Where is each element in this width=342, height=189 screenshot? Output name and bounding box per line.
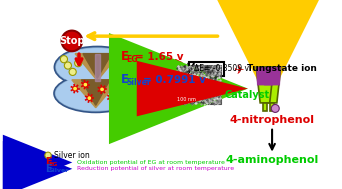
Text: E: E [45, 164, 52, 174]
Text: Oxidation potential of EG at room temperature: Oxidation potential of EG at room temper… [77, 160, 225, 165]
Polygon shape [270, 103, 275, 111]
FancyBboxPatch shape [175, 65, 221, 105]
Text: Stop: Stop [59, 36, 84, 46]
Text: E: E [121, 73, 129, 86]
Text: Catalyst: Catalyst [224, 90, 269, 100]
Text: E: E [45, 157, 52, 167]
Text: Silver: Silver [49, 168, 69, 173]
Polygon shape [81, 80, 110, 105]
Polygon shape [256, 67, 274, 103]
Text: Reduction potential of silver at room temperature: Reduction potential of silver at room te… [77, 166, 235, 171]
Text: 4-aminophenol: 4-aminophenol [225, 155, 319, 165]
Text: EG: EG [127, 55, 138, 64]
Text: Silver: Silver [127, 78, 151, 87]
Polygon shape [95, 54, 100, 81]
Text: EG: EG [49, 162, 58, 167]
Text: 100 nm: 100 nm [177, 97, 196, 102]
Text: Tungstate ion: Tungstate ion [247, 64, 317, 73]
Text: E: E [121, 50, 129, 63]
Ellipse shape [56, 76, 136, 111]
Circle shape [73, 86, 77, 91]
Ellipse shape [56, 48, 139, 86]
Circle shape [100, 87, 104, 92]
Circle shape [60, 56, 67, 63]
Circle shape [83, 82, 88, 87]
Circle shape [87, 96, 92, 101]
Text: ΔE= -0.8509 v: ΔE= -0.8509 v [194, 64, 249, 73]
Polygon shape [263, 67, 281, 85]
Ellipse shape [54, 74, 137, 112]
Circle shape [109, 95, 114, 100]
Circle shape [45, 152, 51, 159]
Polygon shape [263, 103, 267, 111]
Text: 4-nitrophenol: 4-nitrophenol [229, 115, 315, 125]
Text: Silver ion: Silver ion [54, 151, 89, 160]
FancyBboxPatch shape [189, 62, 224, 76]
Circle shape [75, 60, 82, 67]
Circle shape [271, 105, 279, 112]
Circle shape [62, 31, 82, 51]
Polygon shape [263, 67, 281, 103]
Circle shape [69, 68, 76, 75]
Text: = 1.65 v: = 1.65 v [135, 52, 184, 62]
Polygon shape [75, 54, 120, 81]
Ellipse shape [54, 46, 140, 88]
Polygon shape [256, 67, 274, 85]
Text: ✈: ✈ [234, 65, 244, 78]
Polygon shape [72, 80, 120, 108]
Text: = 0.7991 v: = 0.7991 v [143, 75, 206, 85]
Circle shape [64, 62, 71, 69]
Polygon shape [83, 54, 111, 78]
